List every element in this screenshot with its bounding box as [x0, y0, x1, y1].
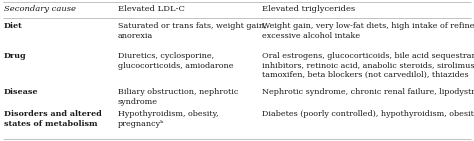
- Text: Biliary obstruction, nephrotic
syndrome: Biliary obstruction, nephrotic syndrome: [118, 88, 238, 105]
- Text: Elevated triglycerides: Elevated triglycerides: [262, 5, 355, 13]
- Text: Diuretics, cyclosporine,
glucocorticoids, amiodarone: Diuretics, cyclosporine, glucocorticoids…: [118, 52, 234, 70]
- Text: Disorders and altered
states of metabolism: Disorders and altered states of metaboli…: [4, 110, 102, 127]
- Text: Diet: Diet: [4, 22, 23, 30]
- Text: Oral estrogens, glucocorticoids, bile acid sequestrants, protease
inhibitors, re: Oral estrogens, glucocorticoids, bile ac…: [262, 52, 474, 79]
- Text: Disease: Disease: [4, 88, 38, 96]
- Text: Elevated LDL-C: Elevated LDL-C: [118, 5, 185, 13]
- Text: Secondary cause: Secondary cause: [4, 5, 76, 13]
- Text: Hypothyroidism, obesity,
pregnancyᵇ: Hypothyroidism, obesity, pregnancyᵇ: [118, 110, 219, 127]
- Text: Weight gain, very low-fat diets, high intake of refined carbohydrates,
excessive: Weight gain, very low-fat diets, high in…: [262, 22, 474, 39]
- Text: Diabetes (poorly controlled), hypothyroidism, obesity; pregnancyᵇ: Diabetes (poorly controlled), hypothyroi…: [262, 110, 474, 118]
- Text: Saturated or trans fats, weight gain,
anorexia: Saturated or trans fats, weight gain, an…: [118, 22, 266, 39]
- Text: Nephrotic syndrome, chronic renal failure, lipodystrophies: Nephrotic syndrome, chronic renal failur…: [262, 88, 474, 96]
- Text: Drug: Drug: [4, 52, 27, 60]
